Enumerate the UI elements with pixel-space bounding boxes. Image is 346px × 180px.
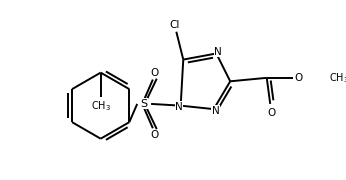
Text: N: N — [214, 47, 222, 57]
Text: N: N — [211, 106, 219, 116]
Text: S: S — [140, 99, 148, 109]
Text: O: O — [268, 108, 276, 118]
Text: CH$_3$: CH$_3$ — [91, 99, 111, 112]
Text: O: O — [151, 130, 159, 140]
Text: O: O — [151, 68, 159, 78]
Text: N: N — [175, 102, 183, 112]
Text: Cl: Cl — [170, 20, 180, 30]
Text: CH$_3$: CH$_3$ — [329, 71, 346, 85]
Text: O: O — [294, 73, 302, 83]
